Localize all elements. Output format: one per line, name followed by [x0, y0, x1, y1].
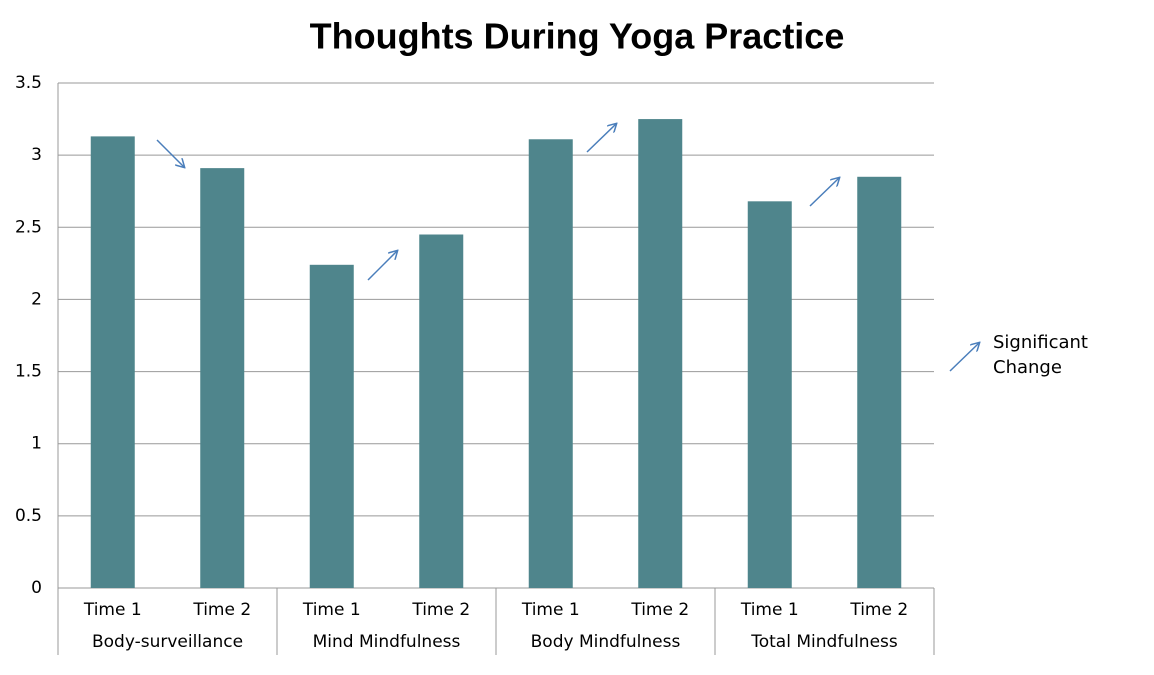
- x-tick-label: Time 1: [302, 600, 361, 620]
- legend-arrow: [949, 343, 979, 372]
- y-tick-label: 3: [31, 145, 42, 165]
- x-tick-label: Time 2: [411, 600, 470, 620]
- arrow: [586, 124, 616, 153]
- y-tick-label: 0.5: [15, 506, 42, 526]
- significance-arrows: [156, 124, 979, 372]
- x-tick-label: Time 1: [740, 600, 799, 620]
- arrow: [156, 139, 184, 167]
- bar: [419, 234, 464, 588]
- arrow: [809, 178, 839, 207]
- x-tick-label: Time 2: [192, 600, 251, 620]
- y-tick-label: 2: [31, 289, 42, 309]
- group-label: Body-surveillance: [92, 632, 243, 652]
- y-tick-label: 0: [31, 578, 42, 598]
- y-tick-label: 2.5: [15, 217, 42, 237]
- bar: [747, 201, 792, 589]
- bar: [528, 139, 573, 588]
- y-tick-label: 1: [31, 434, 42, 454]
- group-label: Mind Mindfulness: [313, 632, 461, 652]
- y-tick-label: 1.5: [15, 362, 42, 382]
- x-tick-label: Time 2: [849, 600, 908, 620]
- bar: [857, 176, 902, 589]
- chart-title: Thoughts During Yoga Practice: [310, 16, 845, 57]
- y-tick-label: 3.5: [15, 73, 42, 93]
- group-label: Body Mindfulness: [531, 632, 681, 652]
- bar: [309, 264, 354, 588]
- bar: [638, 119, 683, 589]
- bar: [90, 136, 135, 588]
- arrow: [367, 251, 397, 281]
- group-label: Total Mindfulness: [750, 632, 898, 652]
- x-tick-label: Time 1: [83, 600, 142, 620]
- bar: [200, 168, 245, 588]
- x-tick-label: Time 1: [521, 600, 580, 620]
- annotation: Significant Change: [993, 332, 1088, 378]
- x-tick-label: Time 2: [630, 600, 689, 620]
